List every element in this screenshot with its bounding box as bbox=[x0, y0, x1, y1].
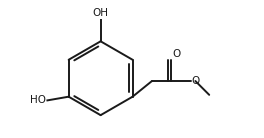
Text: HO: HO bbox=[30, 95, 46, 105]
Text: O: O bbox=[192, 76, 200, 86]
Text: O: O bbox=[172, 49, 181, 59]
Text: OH: OH bbox=[93, 8, 109, 18]
